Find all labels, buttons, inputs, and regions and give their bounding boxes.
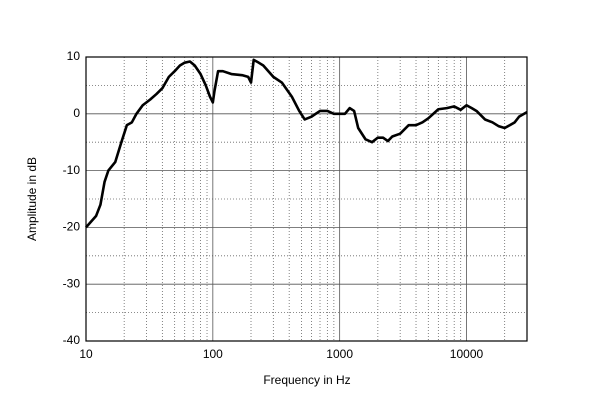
y-axis-label: Amplitude in dB	[25, 157, 39, 241]
y-tick-label: 10	[67, 49, 81, 63]
x-axis-label: Frequency in Hz	[263, 373, 350, 387]
y-tick-label: -40	[63, 333, 81, 347]
y-tick-label: -20	[63, 220, 81, 234]
y-tick-label: 0	[73, 106, 80, 120]
x-tick-label: 10	[79, 347, 93, 361]
x-tick-label: 100	[203, 347, 223, 361]
x-tick-label: 1000	[326, 347, 353, 361]
y-tick-label: -30	[63, 276, 81, 290]
x-tick-label: 10000	[450, 347, 484, 361]
response-line	[85, 58, 528, 229]
plot-frame	[85, 56, 528, 342]
y-tick-label: -10	[63, 163, 81, 177]
